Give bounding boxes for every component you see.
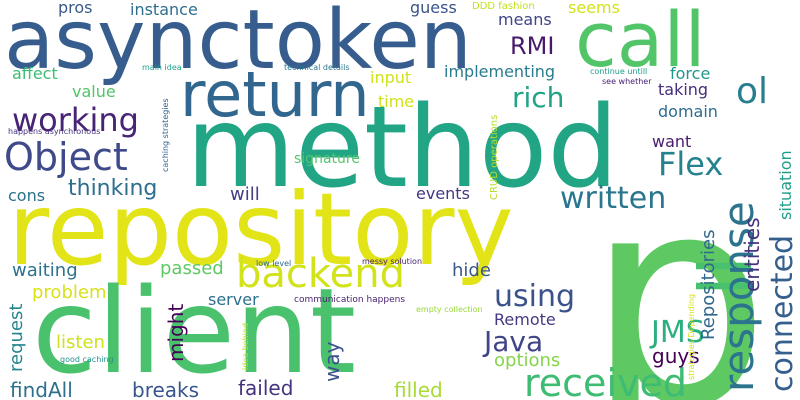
word-ol: ol <box>736 71 769 112</box>
word-means: means <box>498 10 552 29</box>
word-domain: domain <box>658 102 718 121</box>
word-seems: seems <box>568 0 620 17</box>
word-ddd-fashion: DDD fashion <box>472 1 535 12</box>
word-problem: problem <box>32 282 107 303</box>
word-asynctoken: asynctoken <box>4 0 472 88</box>
word-filled: filled <box>394 378 443 400</box>
word-continue-untill: continue untill <box>590 67 648 76</box>
word-rich: rich <box>512 81 565 114</box>
word-crud-operations: CRUD operations <box>489 114 500 200</box>
word-main-idea: main idea <box>142 63 182 72</box>
word-strategies-depending: strategies Depending <box>687 293 696 380</box>
word-want: want <box>652 132 692 151</box>
word-will: will <box>230 184 260 205</box>
word-return: return <box>180 58 370 131</box>
word-java: Java <box>484 325 544 358</box>
word-breaks: breaks <box>132 378 200 400</box>
word-way: way <box>320 341 344 382</box>
word-failed: failed <box>238 376 294 400</box>
word-waiting: waiting <box>12 260 78 281</box>
word-rmi: RMI <box>510 32 555 60</box>
word-affect: affect <box>12 64 58 83</box>
word-entities: entities <box>740 217 764 292</box>
word-communication-happens: communication happens <box>294 295 406 305</box>
word-repository: repository <box>8 171 514 288</box>
word-see-whether: see whether <box>602 77 652 86</box>
word-remote: Remote <box>494 310 556 329</box>
word-listen: listen <box>56 332 105 353</box>
word-jms: JMS <box>651 315 705 350</box>
word-flex: Flex <box>658 145 724 183</box>
word-backend: backend <box>236 251 405 297</box>
word-good-caching: good caching <box>60 355 114 364</box>
word-guys: guys <box>652 344 700 368</box>
word-client: client <box>32 262 357 400</box>
word-request: request <box>6 303 27 372</box>
word-object: Object <box>4 135 128 179</box>
word-repositories: Repositories <box>698 229 719 340</box>
word-value: value <box>72 82 116 101</box>
word-working: working <box>12 101 139 139</box>
word-situation: situation <box>776 150 795 220</box>
word-cons: cons <box>8 186 46 205</box>
word-idea-behind: idea behind <box>241 322 250 370</box>
word-findall: findAll <box>10 378 73 400</box>
word-received: received <box>524 361 687 400</box>
word-call: call <box>575 0 706 84</box>
word-time: time <box>378 92 415 111</box>
word-server: server <box>208 290 259 309</box>
word-using: using <box>494 279 576 314</box>
word-events: events <box>416 184 470 203</box>
word-happens-asynchronous: happens asynchronous <box>8 127 101 136</box>
word-implementing: implementing <box>444 62 556 81</box>
word-passed: passed <box>160 258 224 279</box>
word-input: input <box>370 68 412 87</box>
word-technical-details: technical details <box>284 63 350 72</box>
word-thinking: thinking <box>68 176 158 201</box>
word-guess: guess <box>410 0 457 17</box>
word-caching-strategies: caching strategies <box>161 98 170 172</box>
word-taking: taking <box>658 80 709 99</box>
word-pros: pros <box>58 0 93 17</box>
word-instance: instance <box>130 0 198 19</box>
word-hide: hide <box>452 260 491 281</box>
word-connected: connected <box>765 234 800 392</box>
word-options: options <box>494 350 561 371</box>
word-p: p <box>586 134 771 400</box>
word-force: force <box>670 64 711 83</box>
word-method: method <box>186 83 619 213</box>
word-messy-solution: messy solution <box>362 257 423 266</box>
word-might: might <box>164 303 188 362</box>
word-empty-collection: empty collection <box>416 305 483 314</box>
word-low-level: low level <box>256 259 292 268</box>
word-signature: signature <box>294 151 360 167</box>
word-written: written <box>560 181 667 216</box>
